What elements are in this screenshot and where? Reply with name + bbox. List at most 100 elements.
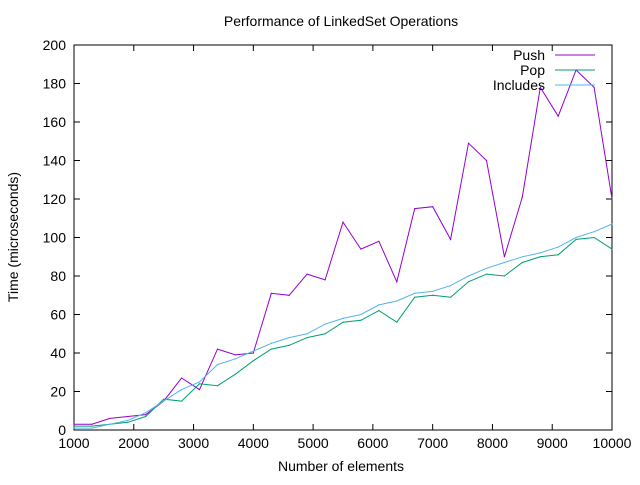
data-point-pop — [145, 415, 147, 418]
data-point-includes — [360, 313, 362, 316]
data-point-pop — [163, 398, 165, 400]
series-line-includes — [74, 223, 613, 429]
data-point-includes — [270, 342, 272, 344]
data-point-includes — [198, 381, 201, 383]
data-point-push — [539, 86, 541, 88]
data-point-includes — [485, 267, 488, 269]
x-tick-label: 8000 — [477, 435, 508, 451]
data-point-includes — [91, 427, 93, 429]
x-tick-label: 5000 — [298, 435, 329, 451]
x-tick-label: 7000 — [417, 435, 448, 451]
data-point-pop — [360, 319, 362, 321]
data-point-pop — [91, 425, 93, 427]
data-point-pop — [378, 310, 380, 312]
data-point-push — [73, 423, 75, 425]
data-point-push — [467, 142, 470, 144]
data-point-pop — [467, 281, 470, 283]
data-point-includes — [216, 363, 219, 366]
data-point-pop — [396, 321, 398, 323]
data-point-push — [593, 86, 595, 88]
chart-title: Performance of LinkedSet Operations — [224, 13, 458, 29]
data-point-push — [91, 423, 93, 425]
data-point-push — [288, 294, 290, 296]
data-point-includes — [414, 292, 416, 294]
data-point-push — [109, 417, 111, 420]
data-point-includes — [575, 236, 577, 239]
legend-label: Includes — [493, 77, 545, 93]
data-point-pop — [73, 425, 75, 427]
x-tick-label: 10000 — [593, 435, 632, 451]
data-point-pop — [288, 344, 290, 346]
data-point-includes — [252, 350, 254, 352]
x-tick-label: 4000 — [238, 435, 269, 451]
x-tick-label: 6000 — [357, 435, 388, 451]
data-point-push — [252, 352, 254, 354]
series-layer — [73, 69, 613, 429]
y-tick-label: 140 — [43, 153, 67, 169]
data-point-push — [414, 208, 416, 210]
data-point-includes — [611, 223, 613, 225]
data-point-includes — [145, 412, 147, 414]
data-point-pop — [611, 248, 613, 250]
y-tick-label: 120 — [43, 191, 67, 207]
data-point-includes — [432, 290, 434, 292]
y-tick-label: 20 — [50, 384, 66, 400]
data-point-includes — [539, 252, 541, 254]
data-point-push — [216, 348, 219, 350]
data-point-includes — [181, 388, 183, 391]
data-point-push — [378, 240, 380, 242]
data-point-push — [145, 414, 147, 416]
data-point-includes — [396, 300, 398, 302]
data-point-pop — [539, 256, 541, 258]
data-point-push — [432, 206, 434, 208]
data-point-pop — [432, 294, 434, 296]
plot-frame — [73, 44, 613, 431]
data-point-pop — [198, 383, 201, 385]
data-point-push — [234, 354, 236, 356]
data-point-includes — [73, 427, 75, 429]
y-tick-label: 0 — [58, 422, 66, 438]
data-point-includes — [288, 337, 290, 339]
data-point-push — [360, 248, 362, 250]
data-point-includes — [306, 333, 308, 335]
y-tick-label: 200 — [43, 37, 67, 53]
data-point-push — [342, 221, 344, 223]
x-tick-label: 9000 — [537, 435, 568, 451]
data-point-includes — [467, 275, 470, 277]
data-point-includes — [593, 231, 595, 233]
data-point-push — [198, 388, 201, 391]
x-axis-label: Number of elements — [278, 458, 404, 474]
data-point-pop — [503, 275, 505, 277]
legend-label: Push — [513, 47, 545, 63]
legend-label: Pop — [520, 62, 545, 78]
data-point-includes — [324, 323, 326, 325]
data-point-includes — [557, 246, 559, 248]
y-tick-label: 160 — [43, 114, 67, 130]
data-point-push — [270, 292, 272, 294]
data-point-push — [503, 256, 505, 258]
data-point-pop — [485, 273, 488, 275]
data-point-includes — [127, 419, 129, 421]
data-point-pop — [181, 400, 183, 402]
data-point-pop — [127, 421, 129, 423]
data-point-includes — [342, 317, 344, 319]
data-point-push — [396, 281, 398, 283]
data-point-push — [306, 273, 308, 275]
data-point-push — [611, 198, 613, 200]
x-tick-label: 3000 — [178, 435, 209, 451]
data-point-push — [127, 415, 129, 418]
data-point-push — [521, 196, 523, 198]
data-point-includes — [450, 285, 452, 287]
data-point-pop — [216, 385, 219, 387]
data-point-pop — [342, 321, 344, 323]
data-point-pop — [593, 236, 595, 239]
data-point-includes — [109, 423, 111, 425]
y-tick-label: 100 — [43, 230, 67, 246]
y-tick-label: 40 — [50, 345, 66, 361]
data-point-pop — [521, 261, 523, 264]
y-tick-label: 60 — [50, 307, 66, 323]
data-point-includes — [378, 304, 380, 306]
y-tick-label: 80 — [50, 268, 66, 284]
